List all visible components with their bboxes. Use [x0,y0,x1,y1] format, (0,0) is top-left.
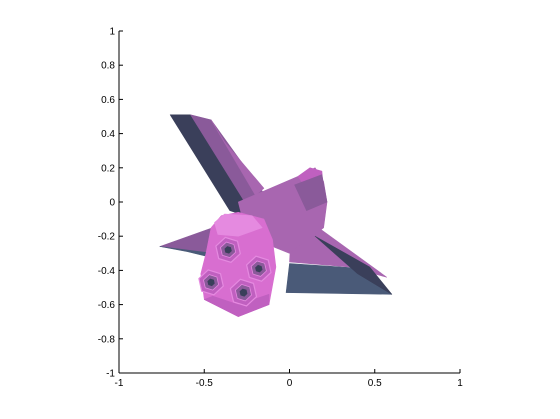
nozzle-bottom [229,278,258,307]
x-tick-label: -0.5 [196,378,214,389]
engine-top-highlight-patch [214,213,263,237]
x-tick-label: 0.5 [368,378,382,389]
y-tick-label: 0.6 [101,95,115,106]
nozzle-upper-left [215,236,241,263]
nozzle-bottom-throat [239,288,248,297]
cockpit-shade-patch [294,174,328,211]
shuttle-model [159,114,393,317]
y-tick-label: -0.8 [98,334,116,345]
nozzle-right-throat [255,264,263,273]
nozzle-right [245,255,272,282]
y-tick-label: -0.4 [98,266,116,277]
y-tick-label: 0.4 [101,129,115,140]
x-tick-label: 1 [457,378,463,389]
nozzle-lower-left-throat [207,278,215,287]
tail-fin-back-patch [210,119,265,196]
axes: -1 -0.5 0 0.5 1 1 0.8 0.6 0.4 0.2 0 -0.2 -0.4 -0.6 -0.… [98,27,463,390]
nozzle-lower-left [198,269,224,296]
engine-housing-patch [200,212,277,317]
y-tick-label: 0.2 [101,163,115,174]
y-tick-label: 1 [109,27,115,38]
nozzle-upper-left-throat [224,246,232,254]
right-wing-shadow-patch [314,235,393,295]
y-tick-label: -0.6 [98,300,116,311]
x-tick-label: 0 [287,378,293,389]
x-tick-label: -1 [115,378,124,389]
y-tick-label: 0 [109,198,115,209]
y-tick-label: 0.8 [101,61,115,72]
y-tick-label: -0.2 [98,232,116,243]
y-tick-label: -1 [106,369,115,380]
